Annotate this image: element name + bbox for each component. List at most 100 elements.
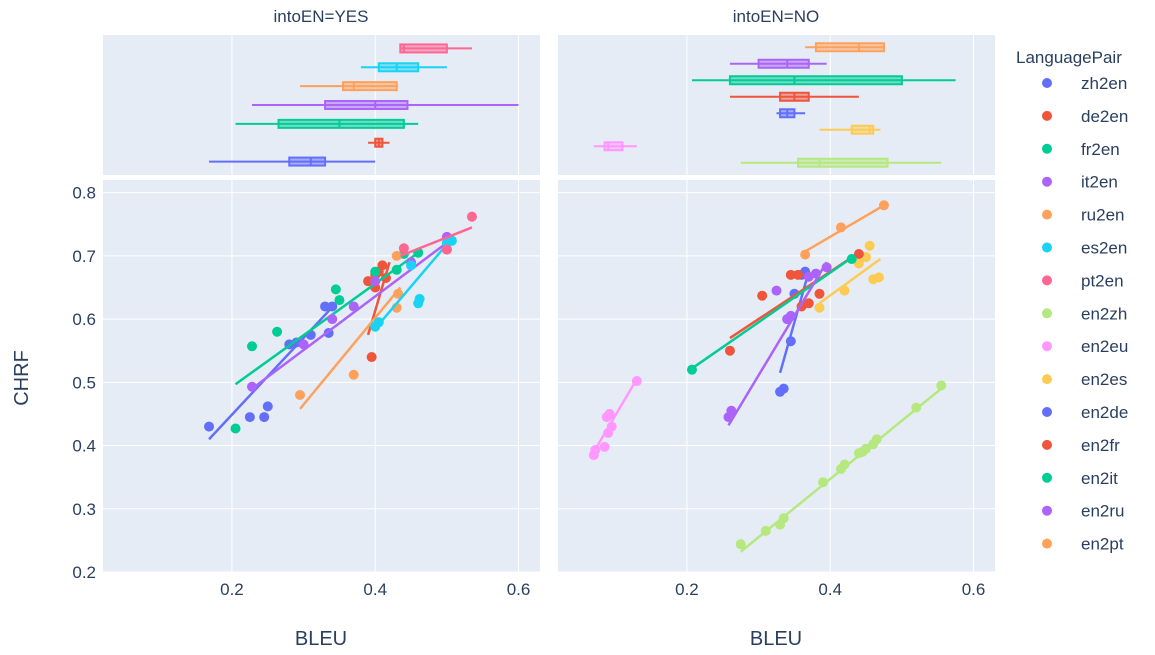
data-point-en2ru — [810, 268, 821, 279]
box-body — [757, 58, 810, 69]
data-point-en2fr — [814, 288, 825, 299]
y-tick-label: 0.6 — [72, 310, 96, 329]
data-point-es2en — [414, 293, 425, 304]
series-fr2en — [230, 247, 424, 434]
data-point-fr2en — [370, 266, 381, 277]
marginal-box-zh2en — [209, 156, 376, 167]
x-tick-label: 0.2 — [220, 580, 244, 599]
legend-marker-fr2en — [1042, 143, 1052, 154]
box-body — [277, 118, 405, 129]
legend-label-en2it: en2it — [1081, 469, 1118, 488]
box-body — [850, 124, 875, 135]
data-point-en2es — [839, 285, 850, 296]
series-en2pt — [800, 200, 889, 260]
x-tick-label: 0.2 — [675, 580, 699, 599]
data-point-en2fr — [853, 248, 864, 259]
scatter-area-1 — [558, 180, 995, 572]
legend-marker-es2en — [1042, 242, 1052, 253]
data-point-en2eu — [606, 421, 617, 432]
data-point-en2ru — [726, 405, 737, 416]
data-point-ru2en — [391, 250, 402, 261]
legend-label-en2fr: en2fr — [1081, 436, 1120, 455]
legend-marker-ru2en — [1042, 209, 1052, 220]
legend-label-en2pt: en2pt — [1081, 535, 1124, 554]
x-tick-label: 0.4 — [363, 580, 387, 599]
legend-label-en2eu: en2eu — [1081, 337, 1128, 356]
data-point-fr2en — [334, 295, 345, 306]
data-point-fr2en — [230, 423, 241, 434]
trendline-ru2en — [299, 286, 402, 410]
legend-label-it2en: it2en — [1081, 173, 1118, 192]
data-point-en2eu — [599, 441, 610, 452]
legend-title: LanguagePair — [1016, 48, 1122, 67]
facet-titles: intoEN=YES intoEN=NO — [274, 7, 820, 26]
legend-label-es2en: es2en — [1081, 239, 1127, 258]
trendline-en2eu — [592, 378, 638, 453]
data-point-en2zh — [936, 380, 947, 391]
data-point-en2zh — [871, 434, 882, 445]
data-point-es2en — [446, 235, 457, 246]
data-point-en2fr — [724, 345, 735, 356]
trendline-en2ru — [727, 261, 828, 426]
data-point-en2de — [778, 383, 789, 394]
data-point-en2it — [686, 364, 697, 375]
data-point-zh2en — [262, 401, 273, 412]
data-point-it2en — [327, 314, 338, 325]
marginal-box-en2de — [776, 108, 806, 119]
legend-label-fr2en: fr2en — [1081, 140, 1120, 159]
data-point-es2en — [406, 260, 417, 271]
legend-label-zh2en: zh2en — [1081, 74, 1127, 93]
legend-marker-de2en — [1042, 110, 1052, 121]
y-axis-title: CHRF — [11, 350, 33, 406]
data-point-de2en — [366, 352, 377, 363]
plot-panels: 0.2 0.4 0.6 0.2 0.3 0.4 0.5 0.6 0.7 0.8 0.2 0.4 0.6 — [72, 35, 995, 599]
box-body — [399, 43, 448, 54]
scatter-area-0 — [103, 180, 540, 572]
marginal-box-en2pt — [805, 42, 885, 53]
x-tick-label: 0.6 — [962, 580, 986, 599]
data-point-pt2en — [398, 243, 409, 254]
legend-marker-en2it — [1042, 472, 1052, 483]
data-point-pt2en — [441, 244, 452, 255]
series-en2eu — [588, 376, 642, 461]
x-axis-title-left: BLEU — [295, 628, 347, 650]
legend-label-en2de: en2de — [1081, 403, 1128, 422]
series-en2it — [686, 254, 857, 375]
legend-marker-zh2en — [1042, 78, 1052, 88]
legend-label-ru2en: ru2en — [1081, 206, 1124, 225]
data-point-fr2en — [330, 284, 341, 295]
trendline-pt2en — [399, 226, 473, 258]
legend-marker-en2zh — [1042, 308, 1052, 319]
data-point-en2zh — [735, 539, 746, 550]
data-point-fr2en — [247, 341, 258, 352]
marginal-box-en2zh — [740, 157, 942, 168]
data-point-fr2en — [391, 264, 402, 275]
box-body — [377, 62, 420, 73]
marginal-box-pt2en — [399, 43, 472, 54]
marginal-box-fr2en — [235, 118, 419, 129]
data-point-en2es — [873, 272, 884, 283]
legend-marker-en2fr — [1042, 439, 1052, 450]
legend-label-pt2en: pt2en — [1081, 271, 1124, 290]
data-point-en2eu — [631, 376, 642, 387]
data-point-zh2en — [259, 412, 270, 423]
data-point-en2ru — [771, 285, 782, 296]
data-point-en2zh — [818, 477, 829, 488]
data-point-it2en — [298, 339, 309, 350]
data-point-zh2en — [327, 301, 338, 312]
box-body — [728, 75, 903, 86]
data-point-en2de — [785, 336, 796, 347]
marginal-box-en2it — [691, 75, 956, 86]
box-body — [341, 81, 398, 92]
marginal-box-es2en — [360, 62, 447, 73]
box-body — [324, 100, 409, 110]
data-point-ru2en — [295, 389, 306, 400]
box-body — [796, 157, 889, 168]
data-point-en2pt — [800, 249, 811, 260]
data-point-de2en — [363, 276, 374, 287]
data-point-zh2en — [204, 421, 215, 432]
marginal-box-area-1 — [558, 35, 995, 175]
data-point-en2eu — [604, 408, 615, 419]
series-en2es — [814, 240, 884, 313]
data-point-ru2en — [348, 369, 359, 380]
